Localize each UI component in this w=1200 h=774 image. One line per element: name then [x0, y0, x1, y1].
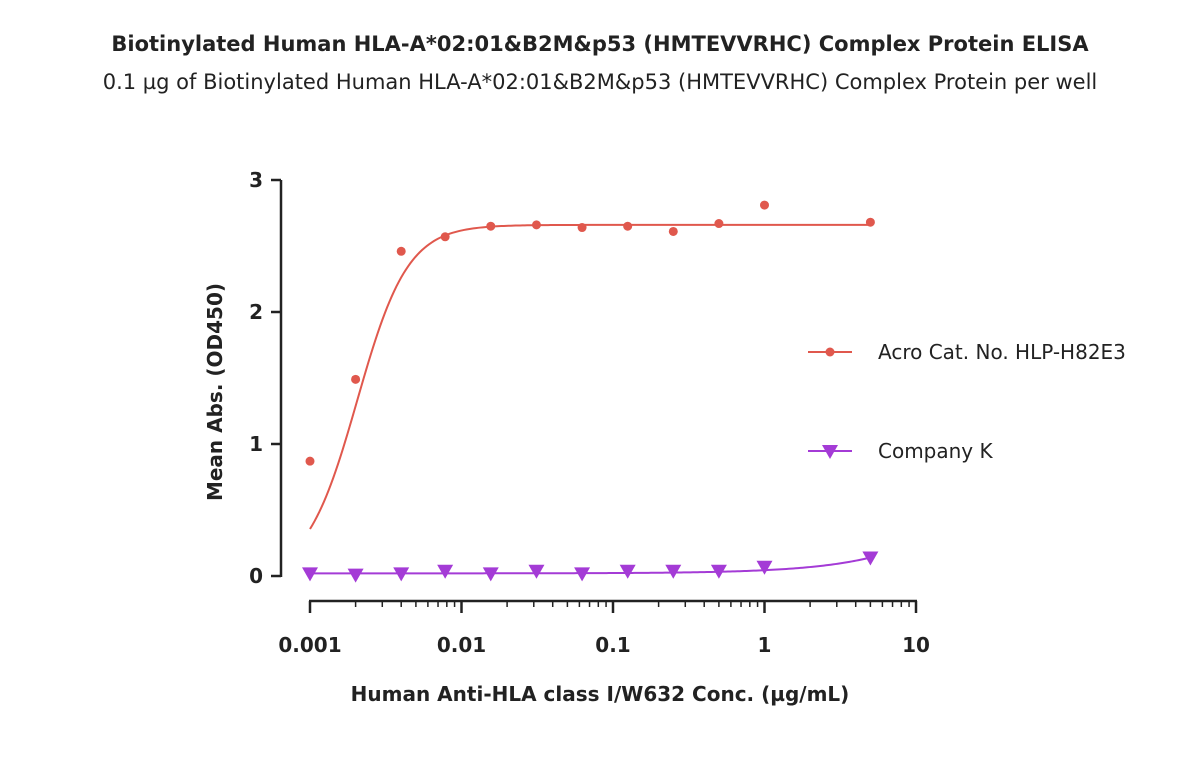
legend-marker-series-1	[825, 347, 835, 357]
y-tick-label: 0	[249, 564, 263, 588]
data-point-series-1	[714, 219, 724, 229]
data-point-series-2	[665, 564, 682, 579]
y-axis-label: Mean Abs. (OD450)	[203, 283, 227, 501]
legend-label-series-2: Company K	[878, 439, 994, 463]
data-point-series-2	[528, 564, 545, 579]
data-point-series-1	[668, 226, 678, 236]
data-point-series-2	[862, 551, 879, 566]
data-point-series-1	[577, 223, 587, 233]
data-point-series-1	[486, 221, 496, 231]
y-tick-label: 2	[249, 300, 263, 324]
x-tick-label: 1	[758, 633, 772, 657]
data-point-series-1	[305, 456, 315, 466]
data-point-series-2	[756, 560, 773, 575]
x-axis-label: Human Anti-HLA class I/W632 Conc. (µg/mL…	[351, 682, 850, 706]
data-point-series-2	[710, 564, 727, 579]
chart-subtitle: 0.1 µg of Biotinylated Human HLA-A*02:01…	[102, 70, 1098, 94]
x-tick-label: 0.001	[278, 633, 341, 657]
legend: Acro Cat. No. HLP-H82E3 Company K	[808, 340, 1126, 463]
data-point-series-2	[302, 567, 318, 582]
data-point-series-2	[482, 567, 499, 582]
data-point-series-1	[440, 232, 450, 242]
data-point-series-2	[619, 564, 636, 579]
data-points	[302, 200, 879, 583]
data-point-series-1	[396, 246, 406, 256]
x-tick-label: 10	[902, 633, 930, 657]
data-point-series-2	[393, 567, 410, 582]
legend-marker-series-2	[822, 445, 838, 459]
data-point-series-1	[351, 374, 361, 384]
fit-curves	[309, 223, 871, 575]
data-point-series-2	[347, 568, 364, 583]
data-point-series-2	[574, 567, 591, 582]
data-point-series-1	[531, 220, 541, 230]
fit-curve-series-1	[309, 223, 871, 530]
fit-curve-series-2	[310, 556, 871, 575]
y-tick-label: 3	[249, 168, 263, 192]
x-tick-label: 0.1	[595, 633, 630, 657]
chart-title: Biotinylated Human HLA-A*02:01&B2M&p53 (…	[111, 32, 1089, 56]
y-tick-label: 1	[249, 432, 263, 456]
data-point-series-1	[760, 200, 769, 210]
data-point-series-2	[437, 564, 454, 579]
axes: 0 1 2 3 0.001 0.01 0.1 1 10	[249, 168, 930, 657]
data-point-series-1	[865, 217, 875, 227]
data-point-series-1	[623, 221, 633, 231]
x-tick-label: 0.01	[437, 633, 486, 657]
legend-label-series-1: Acro Cat. No. HLP-H82E3	[878, 340, 1126, 364]
